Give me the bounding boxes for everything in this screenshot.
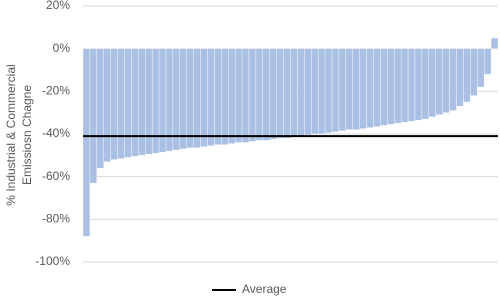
- bar: [131, 48, 139, 157]
- bar: [331, 48, 340, 133]
- bar: [456, 48, 464, 107]
- bar: [207, 48, 215, 146]
- bar: [470, 48, 478, 96]
- bar: [324, 48, 333, 134]
- bar: [262, 48, 270, 141]
- bar: [234, 48, 243, 143]
- y-tick-label: -20%: [42, 84, 70, 98]
- bar: [449, 48, 457, 111]
- bar: [186, 48, 194, 149]
- bar: [89, 48, 98, 184]
- bar: [283, 48, 291, 139]
- bar: [151, 48, 160, 154]
- bar: [221, 48, 229, 145]
- bar: [407, 48, 416, 122]
- bar: [124, 48, 132, 158]
- bar: [82, 48, 91, 237]
- bar: [269, 48, 277, 140]
- y-tick-label: -80%: [42, 212, 70, 226]
- bar: [172, 48, 181, 151]
- bar: [241, 48, 250, 143]
- bar: [248, 48, 257, 142]
- bar: [338, 48, 347, 131]
- bar: [297, 48, 305, 137]
- bar: [490, 37, 499, 49]
- bar: [200, 48, 208, 147]
- bar: [110, 48, 118, 160]
- bar: [477, 48, 485, 88]
- y-axis-label: % Industrial & Commercial: [4, 64, 18, 205]
- y-tick-label: -40%: [42, 126, 70, 140]
- bar: [96, 48, 104, 169]
- bar: [317, 48, 326, 135]
- bar: [463, 48, 471, 103]
- bar: [138, 48, 146, 156]
- bar: [290, 48, 298, 138]
- bar: [228, 48, 236, 144]
- bar: [352, 48, 360, 130]
- y-axis-label: Emissiosn Chagne: [20, 85, 34, 185]
- bar: [442, 48, 450, 113]
- bar: [311, 48, 319, 135]
- bar: [366, 48, 374, 128]
- bar: [145, 48, 153, 155]
- bar: [483, 48, 492, 75]
- bar: [117, 48, 125, 159]
- bar: [345, 48, 353, 130]
- bar: [400, 48, 409, 123]
- bar: [414, 48, 423, 121]
- bar: [428, 48, 436, 118]
- bar: [421, 48, 430, 120]
- bar: [435, 48, 443, 115]
- bar: [387, 48, 395, 125]
- bar: [359, 48, 367, 129]
- y-tick-label: 0%: [53, 41, 71, 55]
- y-tick-label: -100%: [35, 254, 70, 268]
- bar: [193, 48, 201, 149]
- y-tick-label: -60%: [42, 169, 70, 183]
- y-tick-label: 20%: [46, 0, 70, 12]
- legend-label: Average: [242, 282, 287, 296]
- bar: [103, 48, 111, 162]
- bar: [380, 48, 388, 126]
- bar: [276, 48, 284, 139]
- bar: [304, 48, 312, 136]
- bar: [214, 48, 222, 145]
- bar: [179, 48, 187, 150]
- bar: [373, 48, 381, 127]
- bar: [394, 48, 402, 124]
- bar: [255, 48, 264, 141]
